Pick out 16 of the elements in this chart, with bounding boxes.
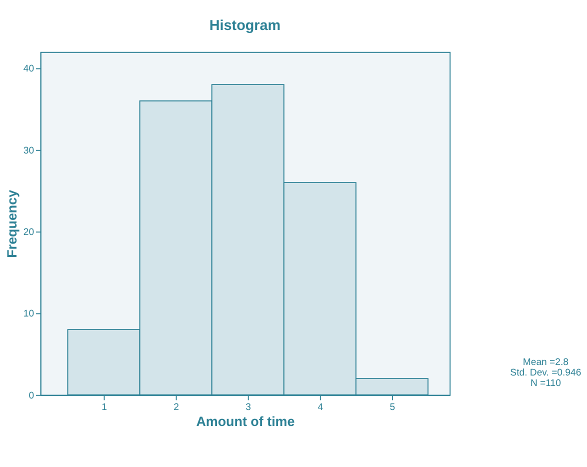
y-axis-title: Frequency — [4, 189, 20, 258]
y-tick-label: 10 — [23, 308, 34, 320]
x-tick-label: 1 — [102, 402, 107, 413]
y-tick-label: 0 — [28, 390, 34, 402]
x-tick-label: 2 — [174, 402, 179, 413]
x-tick-label: 4 — [318, 402, 324, 413]
x-tick-label: 3 — [246, 402, 252, 413]
text: Mean =2.8 — [522, 357, 568, 368]
x-axis-title: Amount of time — [196, 414, 296, 430]
text: Std. Dev. =0.946 — [510, 368, 582, 379]
y-tick-label: 40 — [23, 64, 34, 75]
x-tick-label: 5 — [390, 402, 396, 413]
y-tick-label: 30 — [23, 145, 34, 156]
text: N =110 — [530, 378, 561, 390]
y-tick-label: 20 — [23, 226, 34, 238]
chart-title: Histogram — [209, 18, 281, 34]
